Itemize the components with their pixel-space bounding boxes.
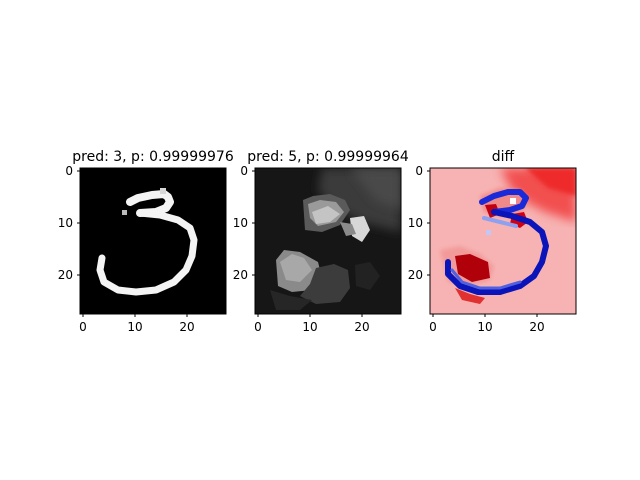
- panel-adversarial-yaxis: [252, 170, 255, 276]
- panel-original-frame: [79, 167, 227, 315]
- panel-diff: diff 0 10 20: [408, 149, 577, 334]
- panel-original-xtick-20: 20: [179, 320, 194, 334]
- panel-diff-image: [430, 168, 576, 314]
- panel-diff-xtick-0: 0: [429, 320, 437, 334]
- panel-original-ytick-10: 10: [58, 216, 73, 230]
- panel-adversarial-ytick-10: 10: [233, 216, 248, 230]
- panel-adversarial-frame: [254, 167, 402, 315]
- panel-diff-xtick-10: 10: [477, 320, 492, 334]
- panel-diff-xaxis: [432, 314, 538, 317]
- panel-original-title: pred: 3, p: 0.99999976: [72, 149, 234, 165]
- panel-diff-frame: [429, 167, 577, 315]
- panel-diff-ytick-10: 10: [408, 216, 423, 230]
- panel-original-xtick-0: 0: [79, 320, 87, 334]
- panel-diff-yaxis: [427, 170, 430, 276]
- panel-original-yaxis: [77, 170, 80, 276]
- panel-adversarial-xtick-10: 10: [302, 320, 317, 334]
- panel-adversarial-ytick-0: 0: [240, 164, 248, 178]
- panel-original-image: [80, 168, 226, 314]
- panel-original-ytick-20: 20: [58, 268, 73, 282]
- panel-original-xaxis: [82, 314, 188, 317]
- panel-diff-xtick-20: 20: [529, 320, 544, 334]
- panel-adversarial-ytick-20: 20: [233, 268, 248, 282]
- panel-adversarial-title: pred: 5, p: 0.99999964: [247, 149, 409, 165]
- panel-adversarial: pred: 5, p: 0.99999964 0 10 20: [233, 149, 409, 334]
- panel-original: pred: 3, p: 0.99999976 0 10 20 0 10 20: [58, 149, 234, 334]
- panel-adversarial-xtick-0: 0: [254, 320, 262, 334]
- panel-adversarial-xtick-20: 20: [354, 320, 369, 334]
- panel-diff-ytick-0: 0: [415, 164, 423, 178]
- panel-adversarial-image: [255, 168, 401, 314]
- panel-diff-ytick-20: 20: [408, 268, 423, 282]
- panel-original-xtick-10: 10: [127, 320, 142, 334]
- panel-diff-title: diff: [492, 149, 515, 165]
- panel-original-ytick-0: 0: [65, 164, 73, 178]
- panel-adversarial-xaxis: [257, 314, 363, 317]
